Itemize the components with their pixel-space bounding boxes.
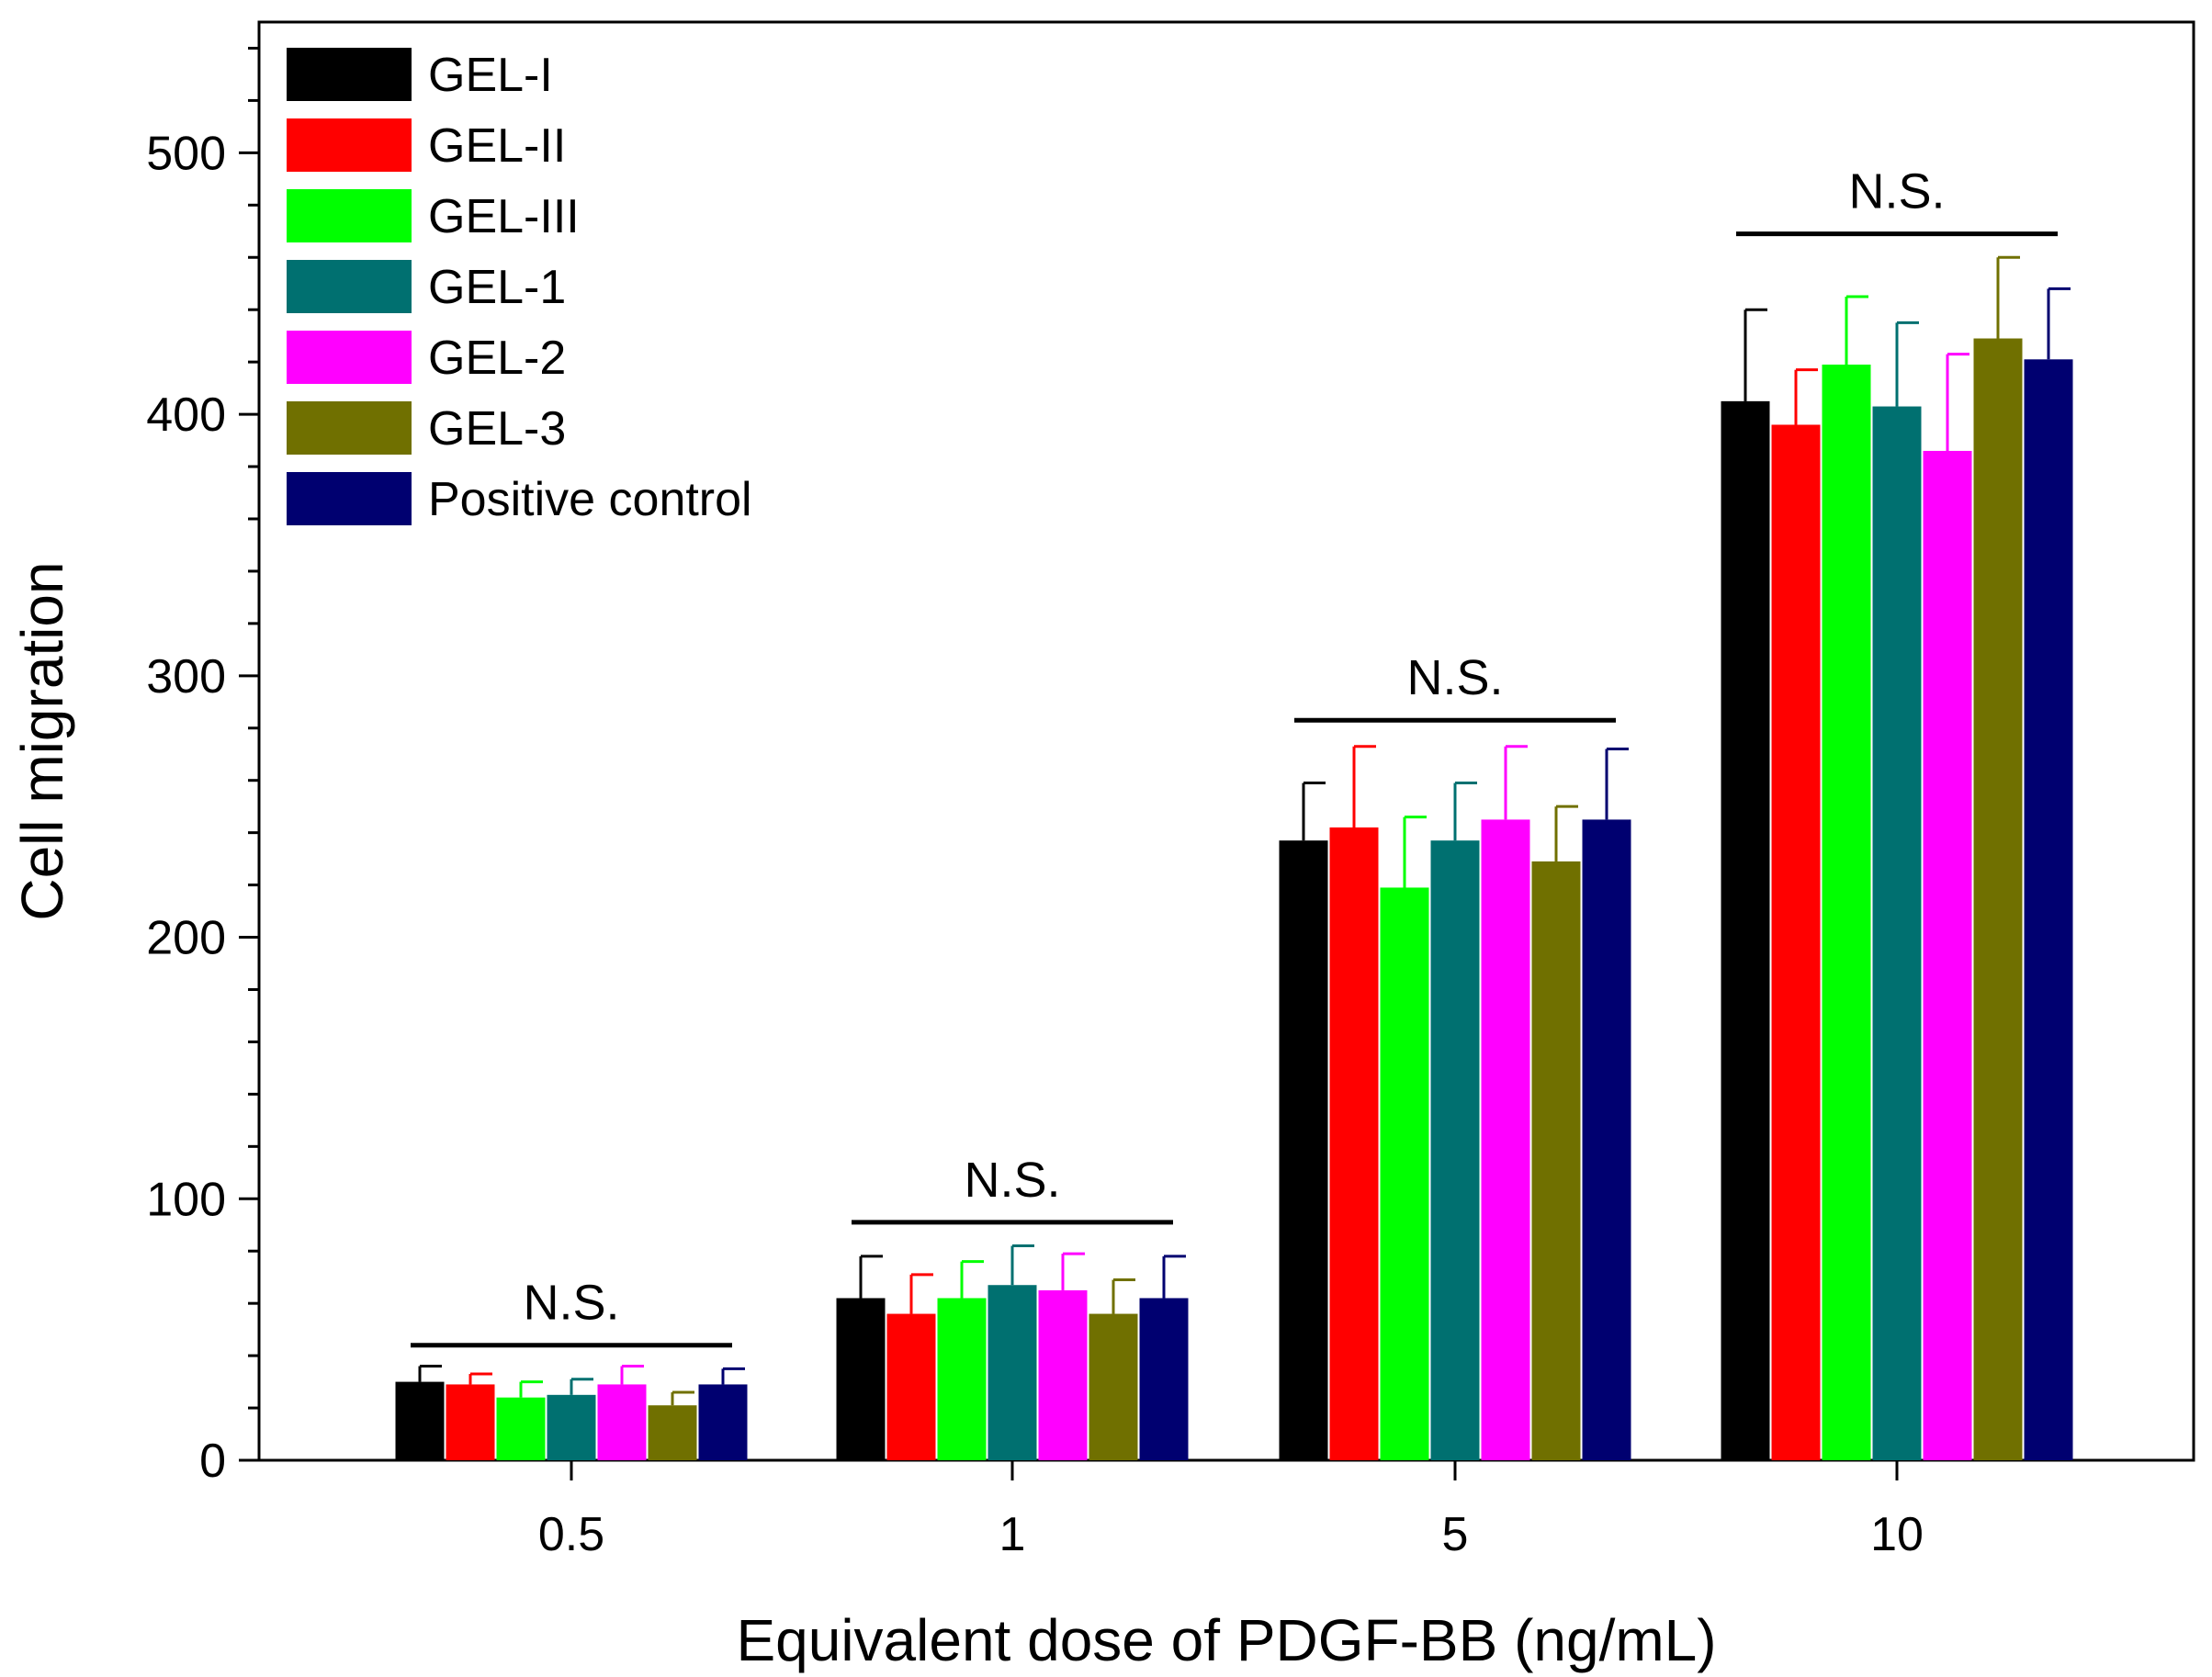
y-axis-title: Cell migration xyxy=(9,561,75,920)
bar xyxy=(698,1384,748,1460)
legend-swatch xyxy=(287,189,412,242)
significance-label: N.S. xyxy=(1848,164,1945,219)
bar xyxy=(2024,359,2073,1460)
bar xyxy=(836,1298,886,1460)
bar xyxy=(886,1313,936,1460)
bar xyxy=(1973,338,2023,1460)
bar xyxy=(1279,840,1328,1460)
bar xyxy=(395,1381,445,1460)
legend-label: GEL-3 xyxy=(428,402,566,456)
x-axis-title: Equivalent dose of PDGF-BB (ng/mL) xyxy=(736,1607,1716,1673)
bar xyxy=(937,1298,987,1460)
bar xyxy=(1721,400,1770,1461)
legend-swatch xyxy=(287,48,412,101)
bar xyxy=(1481,819,1530,1460)
legend-label: Positive control xyxy=(428,473,752,526)
legend-item: GEL-II xyxy=(287,118,566,173)
y-tick-label: 200 xyxy=(146,912,226,965)
bar xyxy=(1139,1298,1189,1460)
bar xyxy=(1923,450,1972,1460)
bar xyxy=(547,1394,596,1460)
bar xyxy=(1430,840,1480,1460)
legend-item: GEL-III xyxy=(287,189,580,243)
plot-frame xyxy=(257,20,2195,1462)
bar xyxy=(496,1397,546,1460)
x-tick-label: 10 xyxy=(1870,1508,1924,1561)
bar xyxy=(1089,1313,1138,1460)
bar xyxy=(1582,819,1631,1460)
bars xyxy=(395,338,2073,1461)
bar xyxy=(648,1405,697,1460)
legend-swatch xyxy=(287,401,412,455)
legend-item: GEL-1 xyxy=(287,260,566,314)
y-tick-label: 100 xyxy=(146,1173,226,1226)
bar xyxy=(1038,1289,1088,1460)
legend-swatch xyxy=(287,118,412,172)
axes: 0 100 200 300 400 500 0.5 1 5 10 Equivalent dose o… xyxy=(9,20,2195,1673)
x-tick-label: 0.5 xyxy=(538,1508,604,1561)
legend-swatch xyxy=(287,331,412,384)
bar xyxy=(1329,827,1379,1460)
significance-label: N.S. xyxy=(1406,650,1503,705)
legend-label: GEL-I xyxy=(428,49,553,102)
legend-swatch xyxy=(287,472,412,525)
bar xyxy=(597,1384,647,1460)
bar xyxy=(1872,406,1922,1461)
legend-label: GEL-III xyxy=(428,190,580,243)
significance-annotations: N.S. N.S. N.S. N.S. xyxy=(411,164,2058,1348)
significance-label: N.S. xyxy=(964,1153,1060,1208)
y-tick-label: 400 xyxy=(146,388,226,442)
legend-item: GEL-I xyxy=(287,48,553,102)
bar xyxy=(988,1285,1037,1460)
x-tick-label: 1 xyxy=(999,1508,1026,1561)
error-bars xyxy=(418,255,2071,1406)
legend-swatch xyxy=(287,260,412,313)
bar xyxy=(446,1384,495,1460)
y-tick-label: 0 xyxy=(199,1435,226,1488)
legend-item: GEL-2 xyxy=(287,331,566,385)
legend-label: GEL-II xyxy=(428,119,566,173)
legend-label: GEL-1 xyxy=(428,261,566,314)
bar xyxy=(1531,861,1581,1460)
y-tick-label: 500 xyxy=(146,127,226,180)
legend-label: GEL-2 xyxy=(428,332,566,385)
bar xyxy=(1771,424,1821,1461)
y-tick-label: 300 xyxy=(146,650,226,703)
bar xyxy=(1380,887,1429,1460)
legend-item: Positive control xyxy=(287,472,752,526)
x-tick-label: 5 xyxy=(1442,1508,1469,1561)
bar xyxy=(1822,364,1871,1461)
legend: GEL-I GEL-II GEL-III GEL-1 GEL-2 GEL-3 Positiv… xyxy=(287,48,752,526)
significance-label: N.S. xyxy=(523,1276,619,1331)
legend-item: GEL-3 xyxy=(287,401,566,456)
